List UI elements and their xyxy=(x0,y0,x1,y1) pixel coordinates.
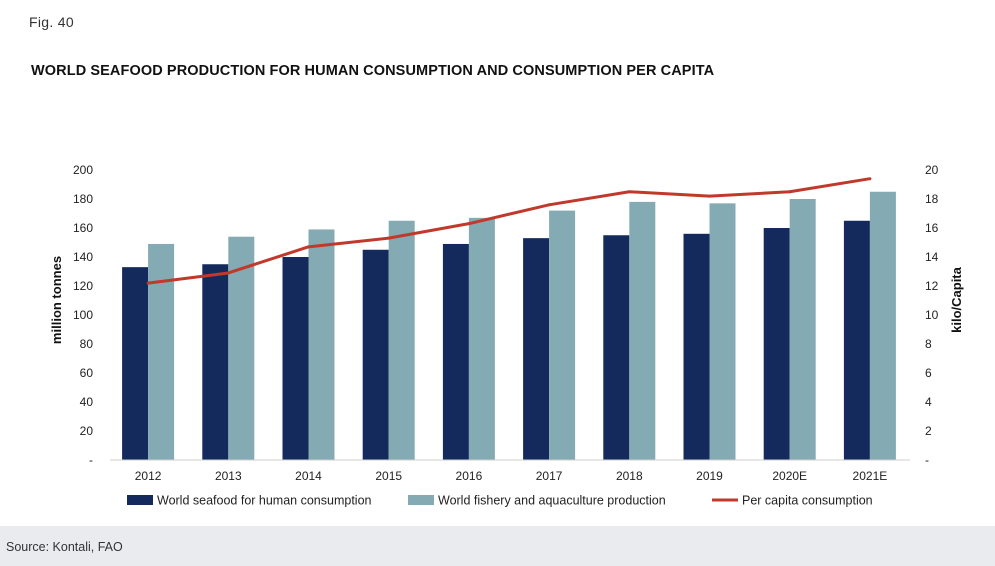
left-axis-ticks: - 20 40 60 80 100 120 140 160 180 200 xyxy=(73,163,93,467)
left-axis-tick-label: 20 xyxy=(80,424,94,438)
bar-production xyxy=(629,201,656,460)
right-axis-tick-label: 8 xyxy=(925,337,932,351)
bar-human-consumption xyxy=(202,264,229,460)
bar-production xyxy=(148,243,175,460)
per-capita-point xyxy=(226,271,230,275)
left-axis-title: million tonnes xyxy=(49,256,64,344)
figure-label: Fig. 40 xyxy=(29,14,74,30)
right-axis-tick-label: 14 xyxy=(925,250,939,264)
chart-title: WORLD SEAFOOD PRODUCTION FOR HUMAN CONSU… xyxy=(31,63,715,79)
right-axis-tick-label: 16 xyxy=(925,221,939,235)
right-axis-tick-label: 12 xyxy=(925,279,939,293)
x-axis-tick-label: 2021E xyxy=(853,469,888,483)
right-axis-tick-label: - xyxy=(925,453,929,467)
bar-production xyxy=(789,199,816,460)
per-capita-point xyxy=(307,245,310,249)
left-axis-tick-label: 40 xyxy=(80,395,94,409)
right-axis-tick-label: 18 xyxy=(925,192,939,206)
bar-human-consumption xyxy=(523,238,550,460)
x-axis-tick-label: 2014 xyxy=(295,469,322,483)
left-axis-tick-label: 200 xyxy=(73,163,93,177)
source-text: Source: Kontali, FAO xyxy=(6,540,123,554)
bar-human-consumption xyxy=(362,249,389,460)
bar-production xyxy=(549,210,576,460)
legend: World seafood for human consumption World… xyxy=(127,494,873,508)
bar-production xyxy=(468,217,495,460)
legend-label: World fishery and aquaculture production xyxy=(438,494,666,508)
x-axis-tick-label: 2019 xyxy=(696,469,723,483)
bar-human-consumption xyxy=(763,228,790,460)
x-axis-ticks: 2012 2013 2014 2015 2016 2017 2018 2019 2020E 202… xyxy=(135,469,888,483)
bar-human-consumption xyxy=(442,243,469,460)
per-capita-line-group xyxy=(146,177,872,285)
right-axis-title: kilo/Capita xyxy=(949,266,964,333)
left-axis-tick-label: 180 xyxy=(73,192,93,206)
per-capita-point xyxy=(868,177,872,181)
x-axis-tick-label: 2018 xyxy=(616,469,643,483)
right-axis-tick-label: 2 xyxy=(925,424,932,438)
bars-group xyxy=(122,191,896,460)
left-axis-tick-label: 60 xyxy=(80,366,94,380)
per-capita-point xyxy=(467,222,471,226)
legend-label: World seafood for human consumption xyxy=(157,494,372,508)
bar-human-consumption xyxy=(282,257,309,460)
right-axis-ticks: - 2 4 6 8 10 12 14 16 18 20 xyxy=(925,163,939,467)
per-capita-point xyxy=(146,281,150,285)
x-axis-tick-label: 2012 xyxy=(135,469,162,483)
per-capita-line xyxy=(147,177,871,285)
bar-production xyxy=(228,236,255,460)
x-axis-tick-label: 2013 xyxy=(215,469,242,483)
left-axis-tick-label: 160 xyxy=(73,221,93,235)
per-capita-point xyxy=(788,190,792,194)
per-capita-point xyxy=(627,190,631,194)
per-capita-point xyxy=(708,194,711,198)
legend-label: Per capita consumption xyxy=(742,494,873,508)
legend-swatch xyxy=(127,495,153,505)
right-axis-tick-label: 20 xyxy=(925,163,939,177)
per-capita-point xyxy=(387,236,391,240)
left-axis-tick-label: 140 xyxy=(73,250,93,264)
bar-human-consumption xyxy=(683,233,710,460)
per-capita-point xyxy=(547,203,551,207)
x-axis-tick-label: 2020E xyxy=(772,469,807,483)
x-axis-tick-label: 2015 xyxy=(375,469,402,483)
left-axis-tick-label: 100 xyxy=(73,308,93,322)
bar-production xyxy=(388,220,415,460)
left-axis-tick-label: - xyxy=(89,453,93,467)
bar-human-consumption xyxy=(843,220,870,460)
chart-svg: - 20 40 60 80 100 120 140 160 180 200 - 2 4 6 8 10 12 14 1… xyxy=(49,163,964,508)
x-axis-tick-label: 2016 xyxy=(456,469,483,483)
right-axis-tick-label: 6 xyxy=(925,366,932,380)
right-axis-tick-label: 10 xyxy=(925,308,939,322)
left-axis-tick-label: 120 xyxy=(73,279,93,293)
left-axis-tick-label: 80 xyxy=(80,337,94,351)
source-footer: Source: Kontali, FAO xyxy=(0,526,995,566)
bar-production xyxy=(869,191,896,460)
legend-swatch xyxy=(408,495,434,505)
bar-production xyxy=(709,203,736,460)
bar-human-consumption xyxy=(122,267,149,460)
bar-production xyxy=(308,229,335,460)
x-axis-tick-label: 2017 xyxy=(536,469,563,483)
right-axis-tick-label: 4 xyxy=(925,395,932,409)
bar-human-consumption xyxy=(603,235,630,460)
